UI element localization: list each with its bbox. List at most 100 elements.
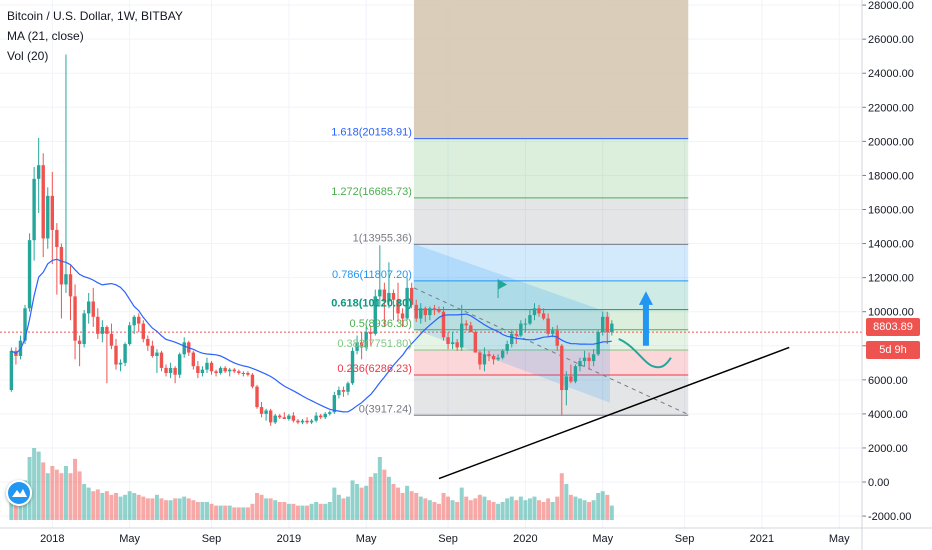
candle-body: [314, 415, 318, 421]
fibonacci-extension-tool[interactable]: [413, 0, 689, 416]
candle-body: [150, 345, 155, 356]
candle-body: [259, 407, 264, 414]
x-tick-label: 2020: [513, 533, 537, 545]
volume-bar: [482, 496, 487, 520]
volume-bar: [441, 493, 446, 520]
volume-bar: [282, 502, 287, 520]
candle-body: [287, 415, 291, 419]
candle-body: [68, 274, 73, 297]
volume-bar: [582, 500, 587, 520]
volume-bar: [218, 505, 223, 520]
volume-indicator-label[interactable]: Vol (20): [7, 49, 49, 63]
volume-bar: [559, 473, 564, 520]
volume-bar: [150, 498, 155, 520]
price-axis[interactable]: -2000.000.002000.004000.006000.008000.00…: [861, 0, 914, 550]
candle-body: [537, 308, 541, 314]
candle-body: [382, 289, 387, 302]
volume-bar: [127, 491, 132, 520]
volume-bar: [537, 500, 542, 520]
y-tick-label: 4000.00: [868, 409, 908, 421]
candle-body: [332, 395, 337, 413]
candle-body: [127, 325, 132, 345]
volume-bar: [546, 498, 551, 520]
time-axis[interactable]: 2018 May Sep 2019 May Sep 2020 May Sep 2021 May: [0, 527, 932, 545]
candle-body: [255, 386, 259, 408]
candle-body: [96, 316, 100, 334]
volume-bar: [104, 491, 109, 520]
candle-body: [241, 373, 246, 375]
candle-body: [364, 332, 368, 348]
candle-body: [109, 333, 114, 346]
tradingview-logo[interactable]: [6, 480, 32, 506]
volume-bar: [59, 473, 64, 520]
fib-level-label: 0(3917.24): [359, 403, 412, 415]
volume-bar: [373, 473, 378, 520]
volume-bar: [255, 493, 260, 520]
volume-bar: [327, 502, 332, 520]
fib-band: [413, 197, 689, 245]
volume-bar: [314, 502, 319, 520]
candle-body: [191, 352, 196, 367]
logo-icon: [8, 482, 30, 504]
candle-body: [59, 246, 64, 285]
fib-level-label: 0.382(7751.80): [337, 338, 412, 350]
x-tick-label: Sep: [202, 533, 222, 545]
candle-body: [341, 390, 346, 392]
candle-body: [55, 229, 59, 247]
candle-body: [268, 410, 273, 423]
candle-body: [491, 355, 496, 360]
x-tick-label: 2019: [277, 533, 301, 545]
candle-body: [141, 323, 145, 339]
volume-bar: [113, 493, 118, 520]
last-price-tag: 8803.89: [866, 318, 920, 336]
x-tick-label: 2021: [750, 533, 774, 545]
candle-body: [337, 390, 341, 396]
candle-body: [496, 357, 500, 360]
volume-bar: [377, 457, 382, 520]
volume-bar: [568, 494, 573, 520]
y-tick-label: 6000.00: [868, 375, 908, 387]
candle-body: [528, 315, 532, 324]
volume-bar: [477, 494, 482, 520]
volume-bar: [223, 505, 228, 520]
ma-indicator-label[interactable]: MA (21, close): [7, 29, 84, 43]
candle-body: [591, 354, 596, 362]
up-arrow-icon: [638, 291, 653, 346]
y-tick-label: 24000.00: [868, 68, 914, 80]
volume-bar: [468, 500, 473, 520]
candle-body: [578, 361, 582, 367]
candle-body: [355, 342, 359, 351]
volume-bar: [518, 496, 523, 520]
volume-bar: [41, 462, 46, 520]
volume-bar: [436, 503, 441, 520]
y-tick-label: 22000.00: [868, 102, 914, 114]
candle-body: [196, 366, 200, 374]
bar-countdown-tag: 5d 9h: [866, 341, 920, 359]
moving-average-series: [11, 258, 612, 413]
candle-body: [91, 301, 95, 317]
candle-body: [601, 316, 605, 333]
fib-level-label: 1.272(16685.73): [331, 186, 412, 198]
volume-bar: [509, 496, 514, 520]
candle-body: [205, 362, 209, 370]
volume-bar: [45, 473, 50, 520]
symbol-title[interactable]: Bitcoin / U.S. Dollar, 1W, BITBAY: [7, 9, 183, 23]
candle-body: [177, 354, 182, 375]
volume-bar: [450, 500, 455, 520]
volume-bar: [209, 503, 214, 520]
volume-bar: [532, 496, 537, 520]
volume-bar: [496, 503, 501, 520]
fib-level-label: 0.786(11807.20): [332, 269, 412, 281]
candle-body: [159, 352, 164, 368]
volume-bar: [396, 487, 401, 520]
candle-body: [400, 313, 405, 319]
candle-body: [305, 420, 309, 423]
candle-body: [173, 367, 177, 375]
volume-bar: [200, 502, 205, 520]
volume-bar: [473, 498, 478, 520]
volume-bar: [118, 496, 123, 520]
volume-bar: [73, 458, 78, 520]
candle-body: [318, 415, 323, 418]
volume-bar: [86, 487, 91, 520]
